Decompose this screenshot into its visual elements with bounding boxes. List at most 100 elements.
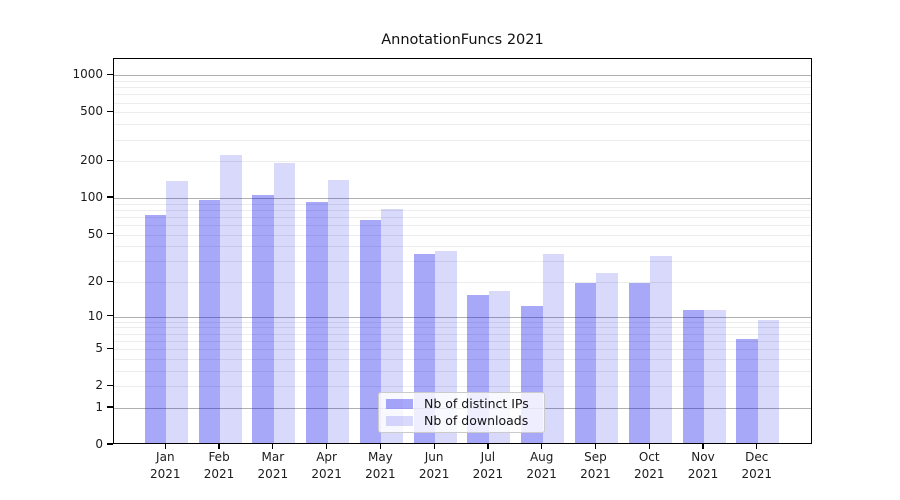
y-tick-label-500: 500 [80,104,103,119]
bar-downloads-may [381,209,403,443]
major-gridline-100 [114,198,811,200]
x-tick-label-feb: Feb 2021 [203,450,235,481]
x-tick-label-jul: Jul 2021 [472,450,504,481]
y-tick-500 [106,110,113,112]
bar-distinct-ips-apr [306,201,328,443]
minor-gridline-40 [114,246,811,248]
y-tick-label-1: 1 [95,399,103,414]
chart-title: AnnotationFuncs 2021 [381,32,544,48]
bar-distinct-ips-jan [144,214,167,443]
x-tick-apr [326,444,328,449]
bar-downloads-nov [704,310,726,443]
y-tick-1000 [106,73,113,75]
y-tick-100 [106,196,113,198]
minor-gridline-400 [114,124,811,126]
plot-area [113,58,812,444]
bar-distinct-ips-nov [682,310,704,443]
bar-downloads-mar [273,163,296,443]
minor-gridline-60 [114,225,811,227]
x-tick-label-may: May 2021 [365,450,396,481]
minor-gridline-5 [114,349,811,351]
bar-distinct-ips-sep [574,282,597,443]
y-tick-2 [106,384,113,386]
bar-downloads-jan [166,181,188,443]
minor-gridline-7 [114,333,811,335]
minor-gridline-800 [114,87,811,89]
y-tick-label-20: 20 [87,274,103,289]
y-tick-label-100: 100 [80,190,103,205]
x-tick-jan [164,444,166,449]
legend-row-distinct-ips: Nb of distinct IPs [386,397,544,411]
major-gridline-1000 [114,75,811,77]
bar-distinct-ips-oct [628,282,651,443]
legend: Nb of distinct IPs Nb of downloads [378,392,545,433]
x-tick-feb [218,444,220,449]
minor-gridline-900 [114,80,811,82]
minor-gridline-6 [114,340,811,342]
x-tick-label-dec: Dec 2021 [741,450,773,481]
x-tick-nov [702,444,704,449]
y-tick-label-200: 200 [80,153,103,168]
x-tick-label-apr: Apr 2021 [311,450,342,481]
x-tick-label-jan: Jan 2021 [150,450,181,481]
minor-gridline-4 [114,358,811,360]
minor-gridline-30 [114,261,811,263]
minor-gridline-90 [114,203,811,205]
minor-gridline-700 [114,94,811,96]
x-tick-jul [487,444,489,449]
x-tick-label-oct: Oct 2021 [633,450,665,481]
minor-gridline-2 [114,386,811,388]
bar-downloads-apr [327,179,350,443]
x-tick-may [379,444,381,449]
minor-gridline-600 [114,102,811,104]
legend-swatch-distinct-ips [386,399,413,409]
y-tick-label-0: 0 [95,437,103,451]
minor-gridline-80 [114,209,811,211]
minor-gridline-300 [114,139,811,141]
y-tick-label-5: 5 [95,341,103,356]
legend-label-downloads: Nb of downloads [424,413,529,428]
bar-downloads-oct [650,255,672,443]
x-tick-label-jun: Jun 2021 [418,450,450,481]
y-tick-label-2: 2 [95,378,103,393]
x-tick-sep [594,444,597,449]
y-tick-50 [106,233,113,235]
legend-label-distinct-ips: Nb of distinct IPs [424,396,529,411]
bar-downloads-dec [757,319,780,443]
bar-downloads-feb [220,154,242,443]
y-tick-label-50: 50 [87,226,103,241]
x-tick-mar [272,444,274,449]
y-tick-0 [106,443,113,445]
x-tick-label-aug: Aug 2021 [526,450,557,481]
x-tick-oct [648,444,650,449]
minor-gridline-200 [114,161,811,163]
legend-row-downloads: Nb of downloads [386,414,544,428]
bar-downloads-sep [596,272,618,443]
minor-gridline-9 [114,321,811,323]
minor-gridline-3 [114,370,811,372]
minor-gridline-8 [114,327,811,329]
y-tick-label-1000: 1000 [72,67,103,82]
x-tick-dec [756,444,758,449]
y-tick-5 [106,347,113,349]
bar-distinct-ips-mar [252,195,274,443]
y-tick-10 [106,315,113,317]
x-tick-label-sep: Sep 2021 [580,450,611,481]
bar-distinct-ips-feb [198,200,221,443]
x-tick-label-nov: Nov 2021 [687,450,719,481]
y-tick-200 [106,159,113,161]
bar-distinct-ips-may [359,220,382,443]
bar-downloads-aug [542,254,565,443]
minor-gridline-70 [114,216,811,218]
x-tick-label-mar: Mar 2021 [257,450,289,481]
x-tick-aug [541,444,543,449]
y-tick-20 [106,280,113,282]
bar-distinct-ips-dec [736,338,758,443]
minor-gridline-50 [114,234,811,236]
minor-gridline-20 [114,282,811,284]
y-tick-label-10: 10 [87,308,103,323]
x-tick-jun [433,444,435,449]
legend-swatch-downloads [386,416,413,426]
minor-gridline-500 [114,112,811,114]
